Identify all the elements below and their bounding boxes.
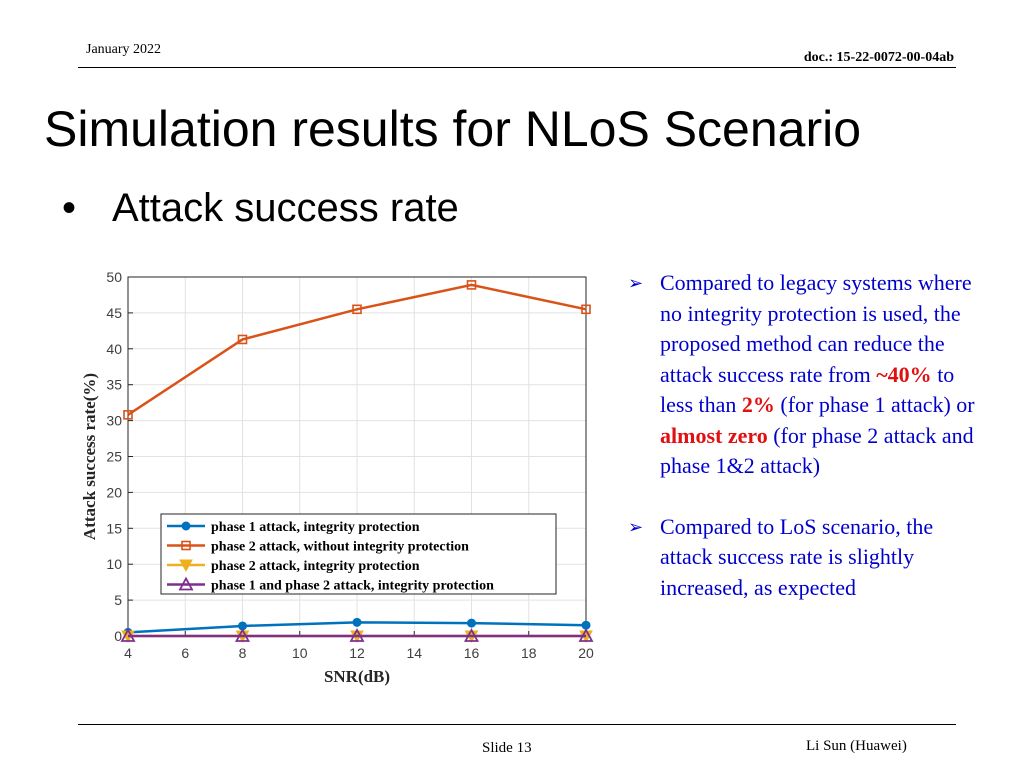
y-tick-label: 0: [114, 628, 122, 644]
bullet-text: Attack success rate: [112, 186, 459, 230]
x-axis-label: SNR(dB): [324, 667, 390, 686]
x-tick-label: 14: [406, 645, 422, 661]
legend-entry: phase 2 attack, integrity protection: [211, 559, 420, 574]
data-point-series-4: [234, 628, 251, 642]
slide-title: Simulation results for NLoS Scenario: [44, 101, 862, 157]
data-point-series-4: [120, 628, 136, 642]
header-date: January 2022: [86, 42, 162, 57]
y-tick-label: 50: [106, 269, 122, 285]
y-tick-label: 30: [106, 413, 122, 429]
data-point-series-2: [352, 304, 362, 315]
legend-swatch-marker: [181, 540, 191, 551]
highlight-text: 2%: [741, 392, 775, 417]
x-tick-label: 8: [239, 645, 247, 661]
x-tick-label: 12: [349, 645, 365, 661]
note-text: (for phase 1 attack) or: [774, 392, 975, 417]
note-1: ➢ Compared to legacy systems where no int…: [628, 268, 988, 482]
legend-entry: phase 2 attack, without integrity protec…: [211, 540, 469, 555]
y-tick-label: 5: [114, 592, 122, 608]
highlight-text: ~40%: [876, 361, 932, 387]
y-tick-label: 20: [106, 484, 122, 500]
data-point-series-4: [349, 628, 365, 642]
note-text: Compared to LoS scenario, the attack suc…: [660, 513, 934, 600]
footer-author: Li Sun (Huawei): [806, 738, 907, 754]
y-tick-label: 45: [106, 305, 122, 321]
y-tick-label: 15: [106, 520, 122, 536]
notes-panel: ➢ Compared to legacy systems where no int…: [628, 268, 988, 603]
highlight-text: almost zero: [660, 422, 768, 448]
legend-swatch-marker: [178, 576, 194, 591]
data-point-series-2: [237, 334, 248, 345]
bullet-marker: •: [62, 186, 77, 230]
y-tick-label: 35: [106, 377, 122, 393]
x-tick-label: 4: [124, 645, 132, 661]
slide-number: Slide 13: [482, 740, 532, 756]
legend-box: [160, 513, 557, 595]
header-doc-id: doc.: 15-22-0072-00-04ab: [803, 50, 954, 65]
x-tick-label: 18: [521, 645, 537, 661]
data-point-series-4: [578, 628, 594, 642]
legend-swatch-marker: [179, 559, 193, 573]
legend-entry: phase 1 and phase 2 attack, integrity pr…: [211, 579, 494, 594]
bullet-item: • Attack success rate: [62, 186, 459, 231]
x-tick-label: 20: [578, 645, 594, 661]
note-text: to less than: [660, 361, 955, 418]
x-tick-label: 6: [181, 645, 189, 661]
arrow-bullet-icon: ➢: [628, 273, 644, 293]
y-tick-label: 40: [106, 341, 122, 357]
data-point-series-1: [581, 620, 591, 630]
data-point-series-4: [463, 628, 480, 642]
header-divider: [78, 67, 956, 68]
x-tick-label: 16: [464, 645, 480, 661]
y-tick-label: 25: [106, 449, 122, 465]
data-point-series-2: [123, 410, 133, 420]
footer-divider: [78, 724, 956, 725]
legend-swatch-marker: [181, 521, 191, 531]
y-tick-label: 10: [106, 556, 122, 572]
data-point-series-2: [581, 304, 591, 315]
note-text: (for phase 2 attack and phase 1&2 attack…: [660, 422, 974, 479]
data-point-series-1: [467, 618, 476, 628]
series-line-2: [127, 283, 587, 416]
x-tick-label: 10: [292, 645, 308, 661]
legend-entry: phase 1 attack, integrity protection: [211, 520, 420, 535]
data-point-series-2: [466, 280, 477, 290]
note-2: ➢ Compared to LoS scenario, the attack su…: [628, 512, 988, 604]
y-axis-label: Attack success rate(%): [80, 373, 99, 540]
note-text: Compared to legacy systems where no inte…: [660, 270, 972, 387]
data-point-series-1: [352, 617, 362, 627]
arrow-bullet-icon: ➢: [628, 516, 644, 537]
